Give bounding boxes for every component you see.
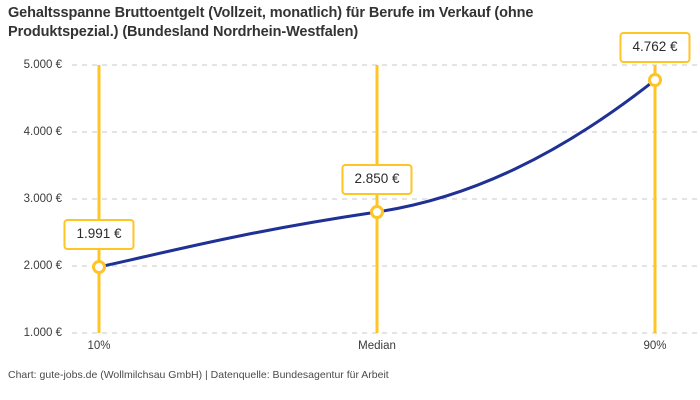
chart-title: Gehaltsspanne Bruttoentgelt (Vollzeit, m… — [8, 5, 534, 40]
y-tick-label-5000: 5.000 € — [23, 59, 62, 71]
y-tick-label-2000: 2.000 € — [23, 260, 62, 272]
y-tick-label-1000: 1.000 € — [23, 327, 62, 339]
value-label-p90: 4.762 € — [619, 32, 691, 63]
y-tick-label-3000: 3.000 € — [23, 193, 62, 205]
x-tick-label-median: Median — [358, 340, 396, 352]
x-tick-label-p90: 90% — [643, 340, 667, 352]
gridlines — [72, 64, 700, 334]
value-label-p10: 1.991 € — [63, 219, 135, 250]
y-axis: 5.000 € 4.000 € 3.000 € 2.000 € 1.000 € — [0, 0, 62, 400]
data-point-p90[interactable] — [648, 73, 662, 87]
chart-source-note: Chart: gute-jobs.de (Wollmilchsau GmbH) … — [8, 369, 389, 381]
data-point-markers — [92, 73, 662, 274]
data-point-p10[interactable] — [92, 260, 106, 274]
y-tick-label-4000: 4.000 € — [23, 126, 62, 138]
data-point-median[interactable] — [370, 205, 384, 219]
value-label-median: 2.850 € — [341, 164, 413, 195]
x-tick-label-p10: 10% — [87, 340, 111, 352]
value-stems — [97, 65, 657, 333]
